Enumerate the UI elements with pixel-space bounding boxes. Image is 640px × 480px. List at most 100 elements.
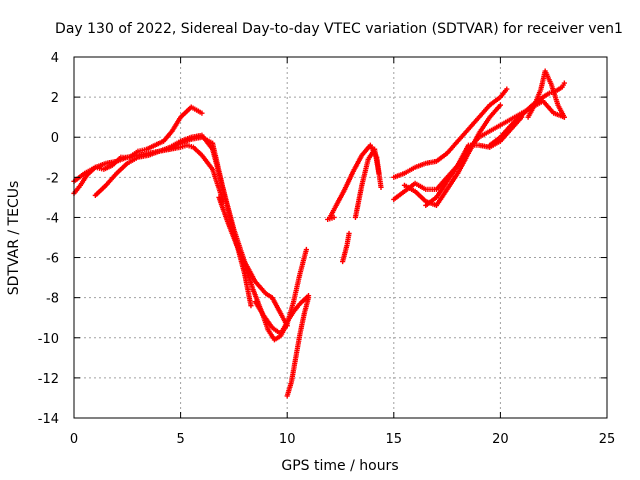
series-arc-17 <box>525 68 567 120</box>
series-arc-10 <box>340 230 352 265</box>
series-trace <box>499 117 512 127</box>
series-trace <box>72 184 82 195</box>
series-trace <box>201 135 214 145</box>
series-trace <box>289 357 298 383</box>
x-tick-label: 10 <box>279 432 296 447</box>
series-trace <box>120 154 130 160</box>
series-trace <box>169 141 182 151</box>
series-trace <box>115 161 129 175</box>
series-trace <box>217 196 230 223</box>
series-trace <box>221 188 236 231</box>
y-tick-label: -12 <box>38 372 59 387</box>
series-trace <box>403 165 416 175</box>
y-tick-label: -14 <box>38 412 59 427</box>
series-trace <box>353 184 365 219</box>
series-trace <box>180 143 188 150</box>
y-tick-label: -2 <box>46 171 59 186</box>
series-trace <box>298 298 306 305</box>
data-point <box>497 102 503 108</box>
series-arc-12 <box>391 86 510 180</box>
series-trace <box>234 242 247 265</box>
series-trace <box>297 312 307 335</box>
series-trace <box>225 220 238 245</box>
data-point <box>303 246 309 253</box>
series-trace <box>424 195 438 207</box>
series-trace <box>210 168 226 203</box>
series-trace <box>549 84 560 106</box>
x-axis-title: GPS time / hours <box>281 458 398 474</box>
series-trace <box>488 104 502 119</box>
series-trace <box>445 164 460 183</box>
series-trace <box>456 152 471 175</box>
series-trace <box>414 161 427 170</box>
series-arc-2 <box>71 104 205 196</box>
data-point <box>305 295 312 301</box>
series-trace <box>179 105 193 119</box>
series-trace <box>78 174 89 187</box>
series-trace <box>279 320 289 335</box>
series-trace <box>344 232 352 247</box>
series-trace <box>262 314 274 329</box>
series-trace <box>526 104 537 118</box>
series-trace <box>554 85 564 93</box>
series-trace <box>340 244 349 263</box>
x-tick-label: 5 <box>176 432 184 447</box>
y-tick-label: -8 <box>46 292 59 307</box>
x-tick-label: 25 <box>599 432 616 447</box>
plot-border <box>73 56 608 419</box>
series-trace <box>403 183 416 193</box>
series-trace <box>372 148 382 175</box>
series-trace <box>94 165 105 172</box>
x-tick-label: 0 <box>70 432 78 447</box>
series-trace <box>162 130 174 143</box>
series-trace <box>104 172 118 187</box>
series-trace <box>434 188 449 207</box>
data-point <box>378 184 384 190</box>
series-trace <box>270 296 283 315</box>
series-trace <box>137 147 147 154</box>
series-trace <box>499 88 509 99</box>
series-trace <box>435 151 449 163</box>
series-trace <box>478 129 491 139</box>
series-trace <box>103 163 114 172</box>
data-point <box>561 80 567 86</box>
series-trace <box>413 190 427 203</box>
series-trace <box>292 302 302 313</box>
series-trace <box>532 88 543 106</box>
series-trace <box>210 142 226 191</box>
series-trace <box>351 154 364 173</box>
series-trace <box>170 116 183 133</box>
series-trace <box>543 70 554 86</box>
series-trace <box>200 154 214 171</box>
series-trace <box>303 294 310 301</box>
x-tick-label: 15 <box>386 432 403 447</box>
series-trace <box>242 262 256 291</box>
series-trace <box>392 189 406 201</box>
series-arc-14 <box>401 102 503 209</box>
series-trace <box>542 91 551 99</box>
series-arc-9 <box>325 214 337 223</box>
series-trace <box>414 181 427 191</box>
series-trace <box>285 381 294 397</box>
y-tick-label: -10 <box>38 332 59 347</box>
series-trace <box>293 333 303 359</box>
x-tick-label: 20 <box>492 432 509 447</box>
data-point <box>199 110 205 116</box>
data-series <box>71 68 567 399</box>
series-trace <box>254 280 268 295</box>
series-trace <box>509 113 523 127</box>
data-point <box>248 303 254 309</box>
series-trace <box>456 128 470 143</box>
series-arc-4 <box>167 134 290 329</box>
series-trace <box>467 136 481 151</box>
series-trace <box>445 140 459 155</box>
series-trace <box>186 143 194 150</box>
data-point <box>346 230 352 237</box>
y-tick-label: -4 <box>46 211 59 226</box>
series-trace <box>328 204 338 219</box>
series-trace <box>126 155 139 165</box>
series-trace <box>359 158 371 187</box>
series-trace <box>85 166 97 177</box>
